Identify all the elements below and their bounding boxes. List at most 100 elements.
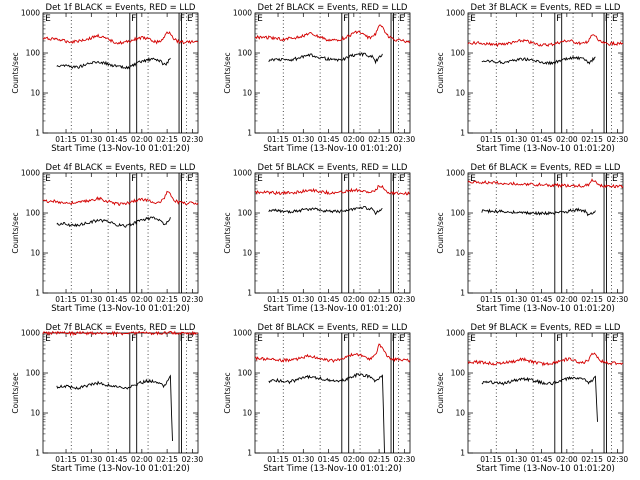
- y-tick-label: 100: [26, 369, 41, 378]
- y-tick-label: 100: [451, 49, 466, 58]
- y-tick-label: 1: [35, 449, 40, 458]
- x-tick-label: 02:30: [182, 295, 204, 304]
- y-tick-label: 1000: [233, 9, 252, 18]
- lld-rate-line: [42, 190, 199, 206]
- plot-frame: [42, 12, 199, 134]
- event-marker-label: F: [343, 174, 348, 184]
- event-marker-label: F: [556, 174, 561, 184]
- x-tick-label: 01:15: [267, 455, 289, 464]
- y-tick-label: 1000: [21, 169, 40, 178]
- lld-rate-line: [467, 352, 624, 367]
- x-tick-label: 01:30: [80, 455, 102, 464]
- y-axis-label: Counts/sec: [223, 212, 232, 253]
- lld-rate-line: [254, 24, 411, 44]
- x-axis-label: Start Time (13-Nov-10 01:01:20): [476, 144, 615, 154]
- event-marker-label: E: [45, 14, 51, 24]
- event-marker-label: F: [392, 334, 397, 344]
- detector-panel: Det 9f BLACK = Events, RED = LLD 1 10 100 10…: [436, 323, 628, 474]
- x-tick-label: 02:00: [556, 455, 578, 464]
- y-tick-label: 1000: [233, 329, 252, 338]
- x-axis-label: Start Time (13-Nov-10 01:01:20): [51, 464, 190, 474]
- event-marker-label: E: [612, 14, 618, 24]
- x-axis-label: Start Time (13-Nov-10 01:01:20): [476, 464, 615, 474]
- panel-title: Det 1f BLACK = Events, RED = LLD: [46, 3, 196, 13]
- x-tick-label: 01:30: [292, 295, 314, 304]
- y-tick-label: 10: [455, 409, 465, 418]
- event-marker-label: F: [556, 14, 561, 24]
- events-rate-line: [56, 56, 171, 70]
- x-tick-label: 02:15: [156, 295, 178, 304]
- panel-title: Det 3f BLACK = Events, RED = LLD: [471, 3, 621, 13]
- event-marker-label: E: [399, 334, 405, 344]
- x-tick-label: 02:15: [156, 135, 178, 144]
- event-marker-label: E: [612, 334, 618, 344]
- y-tick-label: 1000: [21, 9, 40, 18]
- x-tick-label: 01:15: [480, 455, 502, 464]
- detector-panel: Det 8f BLACK = Events, RED = LLD 1 10 100 10…: [223, 323, 415, 474]
- y-tick-label: 1: [460, 449, 465, 458]
- x-tick-label: 01:45: [318, 455, 340, 464]
- y-axis-label: Counts/sec: [436, 212, 445, 253]
- x-tick-label: 01:45: [106, 295, 128, 304]
- x-tick-label: 01:15: [480, 295, 502, 304]
- y-tick-label: 10: [30, 249, 40, 258]
- event-marker-label: F: [605, 174, 610, 184]
- event-marker-label: F: [131, 174, 136, 184]
- y-tick-label: 10: [30, 89, 40, 98]
- event-marker-label: F: [392, 14, 397, 24]
- x-axis-label: Start Time (13-Nov-10 01:01:20): [263, 304, 402, 314]
- events-rate-line: [268, 52, 383, 65]
- lld-rate-line: [254, 184, 411, 196]
- x-tick-label: 02:30: [182, 455, 204, 464]
- detector-panel: Det 7f BLACK = Events, RED = LLD 1 10 100 10…: [11, 323, 203, 474]
- event-marker-label: E: [187, 174, 193, 184]
- x-tick-label: 01:15: [55, 455, 77, 464]
- lld-rate-line: [42, 31, 199, 45]
- y-tick-label: 10: [455, 249, 465, 258]
- x-tick-label: 02:15: [581, 295, 603, 304]
- y-axis-label: Counts/sec: [436, 372, 445, 413]
- x-tick-label: 01:15: [267, 135, 289, 144]
- events-rate-line: [481, 375, 598, 422]
- lld-rate-line: [254, 343, 411, 363]
- plot-frame: [467, 172, 624, 294]
- event-marker-label: E: [187, 334, 193, 344]
- x-tick-label: 02:30: [607, 295, 629, 304]
- x-tick-label: 02:00: [343, 135, 365, 144]
- y-tick-label: 100: [238, 49, 253, 58]
- x-tick-label: 02:15: [368, 295, 390, 304]
- event-marker-label: E: [187, 14, 193, 24]
- y-tick-label: 10: [30, 409, 40, 418]
- y-tick-label: 100: [238, 369, 253, 378]
- event-marker-label: F: [180, 14, 185, 24]
- event-marker-label: E: [399, 174, 405, 184]
- plot-frame: [467, 12, 624, 134]
- event-marker-label: F: [605, 14, 610, 24]
- lld-rate-line: [42, 330, 199, 337]
- y-tick-label: 1000: [446, 169, 465, 178]
- x-tick-label: 02:30: [394, 135, 416, 144]
- y-tick-label: 1: [35, 129, 40, 138]
- x-tick-label: 02:30: [394, 455, 416, 464]
- x-tick-label: 01:15: [55, 295, 77, 304]
- event-marker-label: E: [257, 174, 263, 184]
- y-tick-label: 10: [242, 409, 252, 418]
- y-tick-label: 1: [460, 289, 465, 298]
- y-tick-label: 1: [247, 129, 252, 138]
- y-tick-label: 1: [460, 129, 465, 138]
- x-tick-label: 01:15: [55, 135, 77, 144]
- x-tick-label: 02:00: [556, 135, 578, 144]
- event-marker-label: E: [45, 334, 51, 344]
- x-tick-label: 01:30: [292, 455, 314, 464]
- y-tick-label: 100: [26, 209, 41, 218]
- x-tick-label: 02:00: [343, 295, 365, 304]
- event-marker-label: F: [131, 334, 136, 344]
- y-tick-label: 1: [247, 289, 252, 298]
- event-marker-label: E: [257, 334, 263, 344]
- y-tick-label: 1000: [446, 9, 465, 18]
- event-marker-label: E: [257, 14, 263, 24]
- panel-title: Det 5f BLACK = Events, RED = LLD: [258, 163, 408, 173]
- x-tick-label: 02:00: [131, 455, 153, 464]
- y-tick-label: 1000: [21, 329, 40, 338]
- x-tick-label: 02:00: [343, 455, 365, 464]
